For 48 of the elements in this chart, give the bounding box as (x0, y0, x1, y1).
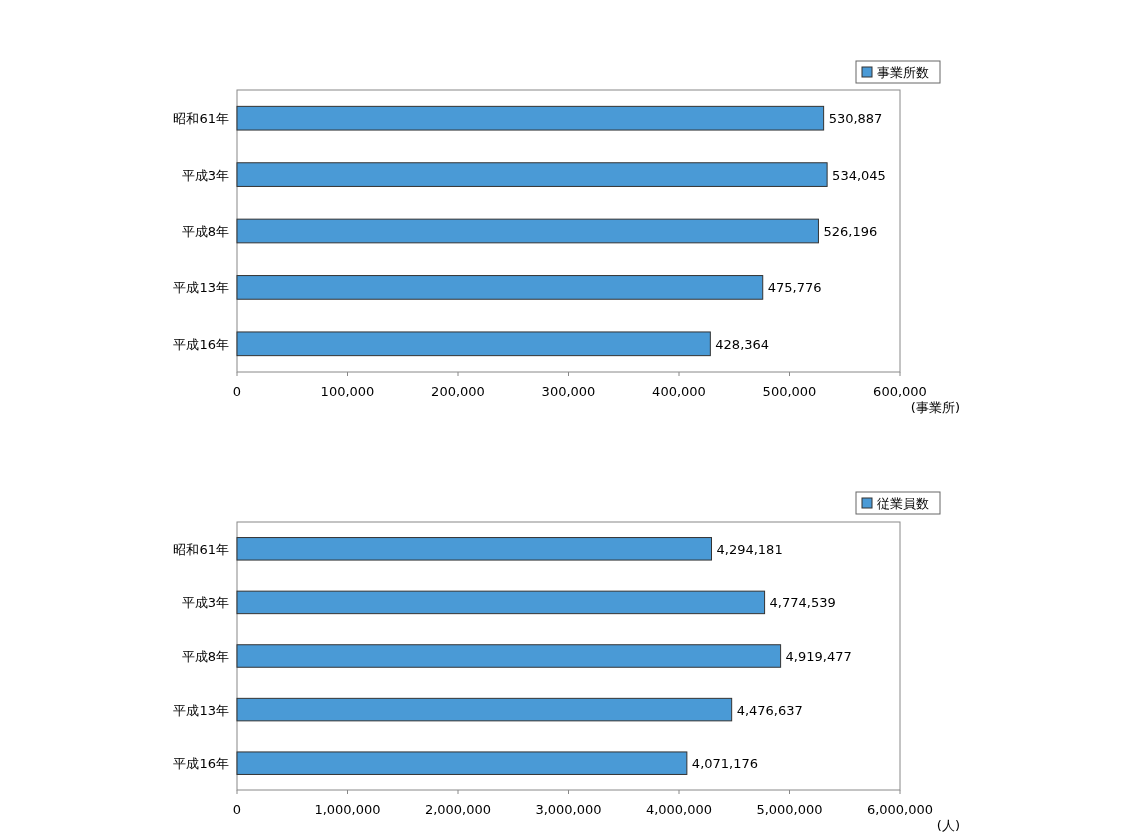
bar (236, 590, 766, 615)
legend-label: 従業員数 (877, 496, 929, 511)
x-tick-label: 0 (232, 802, 242, 817)
x-tick-label: 4,000,000 (645, 802, 713, 817)
y-tick-label: 昭和61年 (173, 541, 229, 557)
y-tick-label: 平成13年 (173, 702, 229, 718)
bar (236, 162, 828, 187)
x-axis-title: (人) (936, 818, 960, 833)
y-tick-label: 平成8年 (181, 224, 229, 239)
data-label: 475,776 (767, 280, 822, 296)
data-label: 4,774,539 (769, 595, 836, 611)
x-tick-label: 1,000,000 (314, 802, 381, 817)
x-axis-title: (事業所) (910, 400, 960, 415)
bar (236, 537, 713, 561)
data-label: 4,919,477 (785, 649, 852, 664)
bar (236, 105, 825, 131)
data-label: 530,887 (828, 111, 883, 127)
x-tick-label: 200,000 (431, 384, 485, 399)
x-tick-label: 5,000,000 (756, 802, 823, 817)
bar (236, 218, 819, 244)
bar (236, 697, 733, 722)
x-tick-label: 3,000,000 (535, 802, 602, 817)
y-tick-label: 平成3年 (181, 595, 229, 611)
y-tick-label: 平成3年 (181, 167, 229, 183)
data-label: 4,071,176 (691, 756, 759, 772)
data-label: 534,045 (832, 167, 886, 183)
y-tick-label: 平成16年 (173, 756, 229, 772)
y-tick-label: 昭和61年 (173, 111, 229, 127)
y-tick-label: 平成8年 (181, 649, 229, 664)
x-tick-label: 100,000 (320, 384, 375, 399)
bar (236, 275, 764, 300)
x-tick-label: 500,000 (762, 384, 817, 399)
x-tick-label: 6,000,000 (866, 802, 934, 817)
bar (236, 751, 688, 775)
x-tick-label: 400,000 (652, 384, 706, 399)
y-tick-label: 平成13年 (173, 280, 229, 296)
bar (236, 331, 711, 357)
data-label: 428,364 (715, 336, 770, 352)
x-tick-label: 0 (232, 384, 242, 399)
data-label: 4,476,637 (736, 702, 803, 718)
legend-label: 事業所数 (877, 65, 929, 80)
x-tick-label: 300,000 (541, 384, 596, 399)
x-tick-label: 2,000,000 (424, 802, 492, 817)
bar (236, 644, 782, 668)
data-label: 526,196 (823, 224, 878, 239)
data-label: 4,294,181 (716, 541, 783, 557)
y-tick-label: 平成16年 (173, 336, 229, 352)
x-tick-label: 600,000 (873, 384, 927, 399)
